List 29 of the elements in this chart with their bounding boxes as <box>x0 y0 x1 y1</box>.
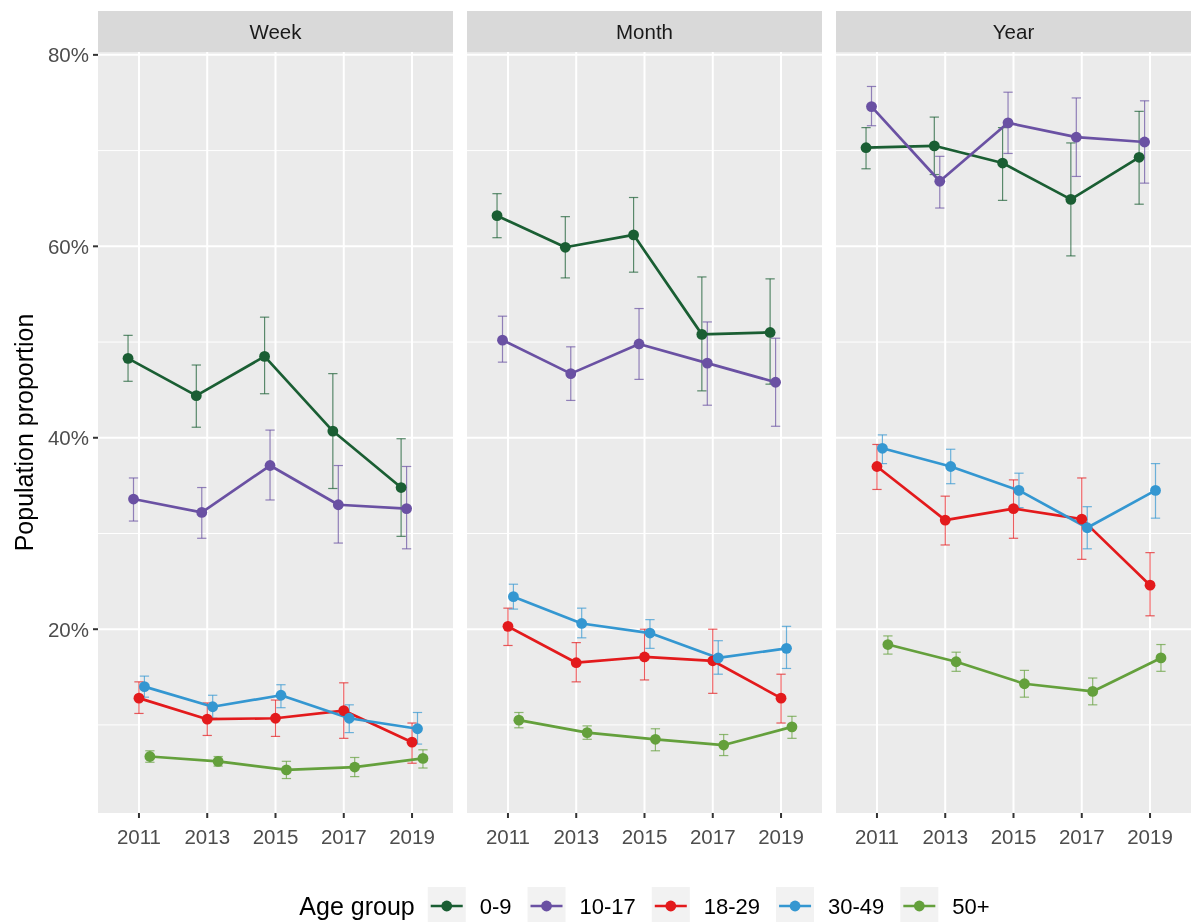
x-tick-label: 2013 <box>922 825 969 848</box>
x-tick-label: 2013 <box>184 825 231 848</box>
x-tick-label: 2015 <box>990 825 1037 848</box>
x-tick-label: 2017 <box>689 825 736 848</box>
legend-label: 50+ <box>952 893 990 919</box>
x-tick-label: 2013 <box>553 825 600 848</box>
y-tick-label: 60% <box>47 234 89 258</box>
y-tick-label: 40% <box>47 426 89 450</box>
x-tick-label: 2019 <box>389 825 435 848</box>
legend-label: 30-49 <box>828 893 885 919</box>
y-tick-label: 80% <box>47 43 89 67</box>
x-tick-label: 2011 <box>854 825 900 848</box>
chart-title: Week <box>249 20 303 43</box>
x-tick-label: 2017 <box>320 825 367 848</box>
x-tick-label: 2011 <box>116 825 162 848</box>
x-tick-label: 2019 <box>758 825 804 848</box>
chart-title: Month <box>616 20 673 43</box>
legend-label: 10-17 <box>579 893 636 919</box>
x-tick-label: 2019 <box>1127 825 1173 848</box>
x-tick-label: 2017 <box>1058 825 1105 848</box>
x-tick-label: 2015 <box>621 825 668 848</box>
x-tick-label: 2011 <box>485 825 531 848</box>
legend-title: Age group <box>299 892 415 920</box>
chart-title: Year <box>992 20 1035 43</box>
x-tick-label: 2015 <box>252 825 299 848</box>
y-axis-title: Population proportion <box>10 313 38 552</box>
legend-label: 18-29 <box>703 893 761 919</box>
legend-label: 0-9 <box>479 893 512 919</box>
y-tick-label: 20% <box>47 617 89 641</box>
